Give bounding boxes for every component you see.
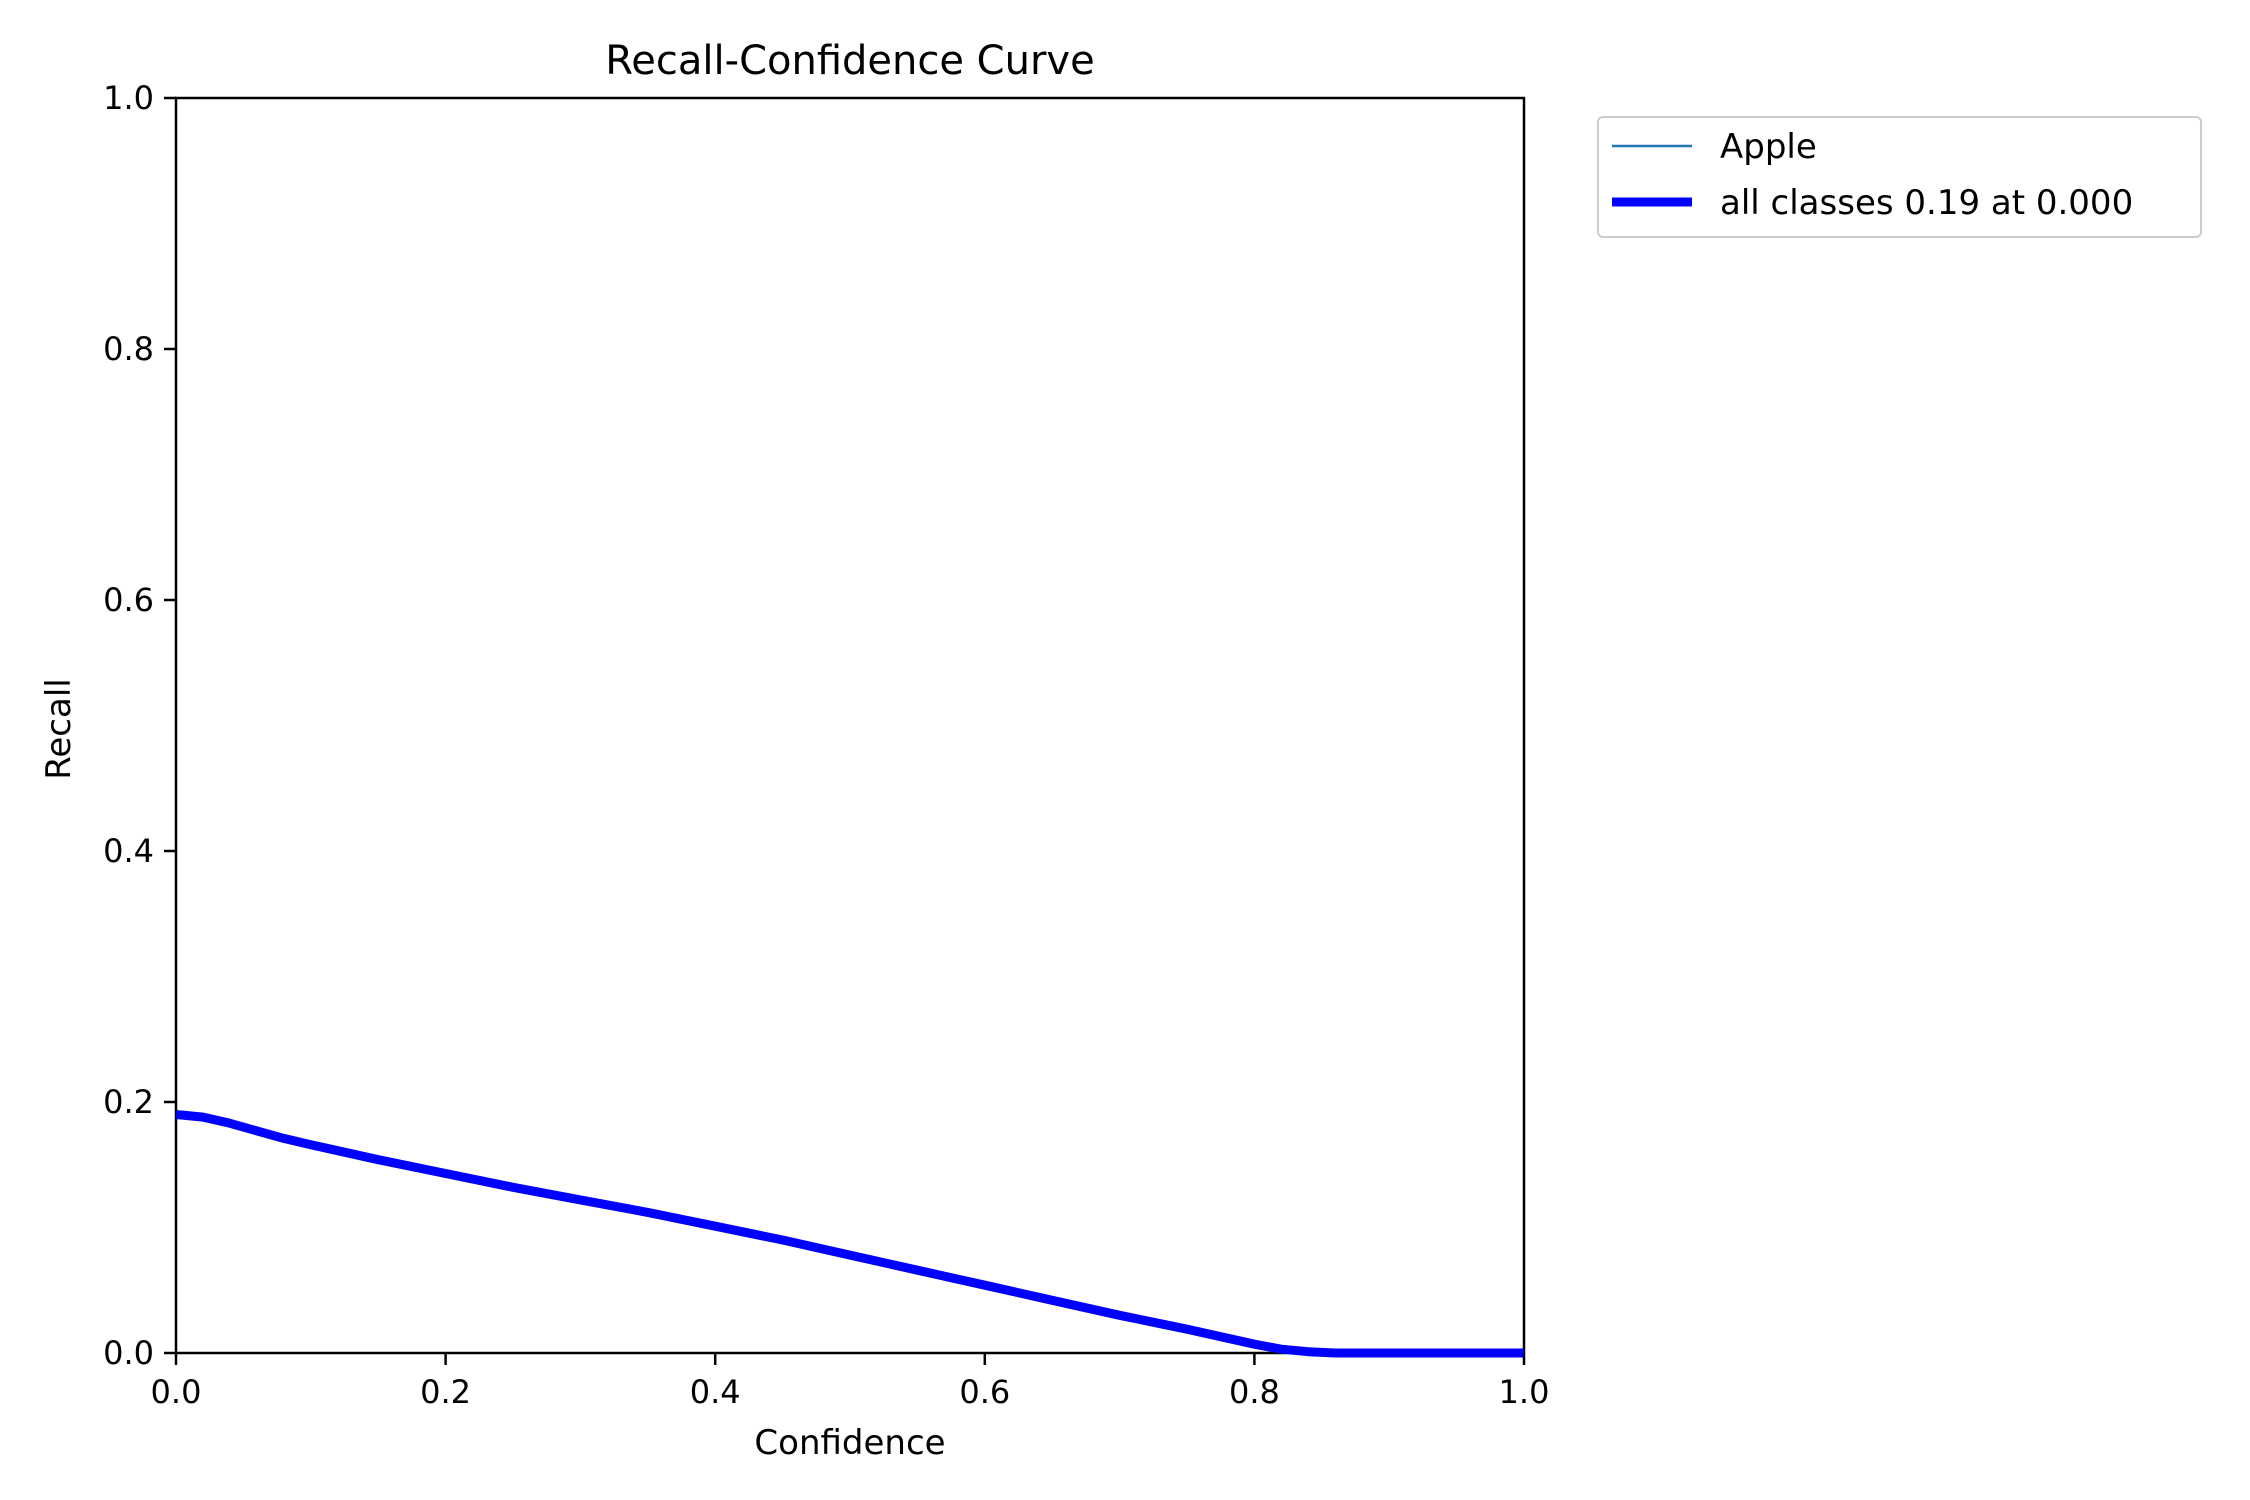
series-layer	[175, 1110, 1524, 1358]
y-tick-label: 0.6	[103, 581, 154, 619]
x-tick-label: 0.8	[1229, 1373, 1280, 1411]
x-tick-label: 0.2	[420, 1373, 471, 1411]
plot-area	[174, 96, 1526, 1358]
x-tick-label: 0.6	[959, 1373, 1010, 1411]
chart-title: Recall-Confidence Curve	[605, 38, 1094, 84]
legend-box	[1597, 116, 2202, 238]
x-tick-label: 0.0	[151, 1373, 202, 1411]
y-tick-label: 0.2	[103, 1083, 154, 1121]
series-line-all-classes	[175, 1110, 1524, 1358]
y-tick-label: 0.4	[103, 832, 154, 870]
legend-label-all-classes: all classes 0.19 at 0.000	[1720, 183, 2133, 223]
x-tick-label: 0.4	[690, 1373, 741, 1411]
x-axis: 0.0 0.2 0.4 0.6 0.8 1.0	[151, 1353, 1550, 1411]
y-tick-label: 0.0	[103, 1334, 154, 1372]
y-axis-title: Recall	[39, 678, 79, 779]
x-axis-title: Confidence	[754, 1423, 945, 1463]
y-axis: 0.0 0.2 0.4 0.6 0.8 1.0	[103, 79, 176, 1372]
legend: Apple all classes 0.19 at 0.000	[1597, 116, 2202, 238]
legend-label-apple: Apple	[1720, 127, 1817, 167]
y-tick-label: 0.8	[103, 330, 154, 368]
y-tick-label: 1.0	[103, 79, 154, 117]
x-tick-label: 1.0	[1499, 1373, 1550, 1411]
plot-frame	[174, 96, 1526, 1355]
